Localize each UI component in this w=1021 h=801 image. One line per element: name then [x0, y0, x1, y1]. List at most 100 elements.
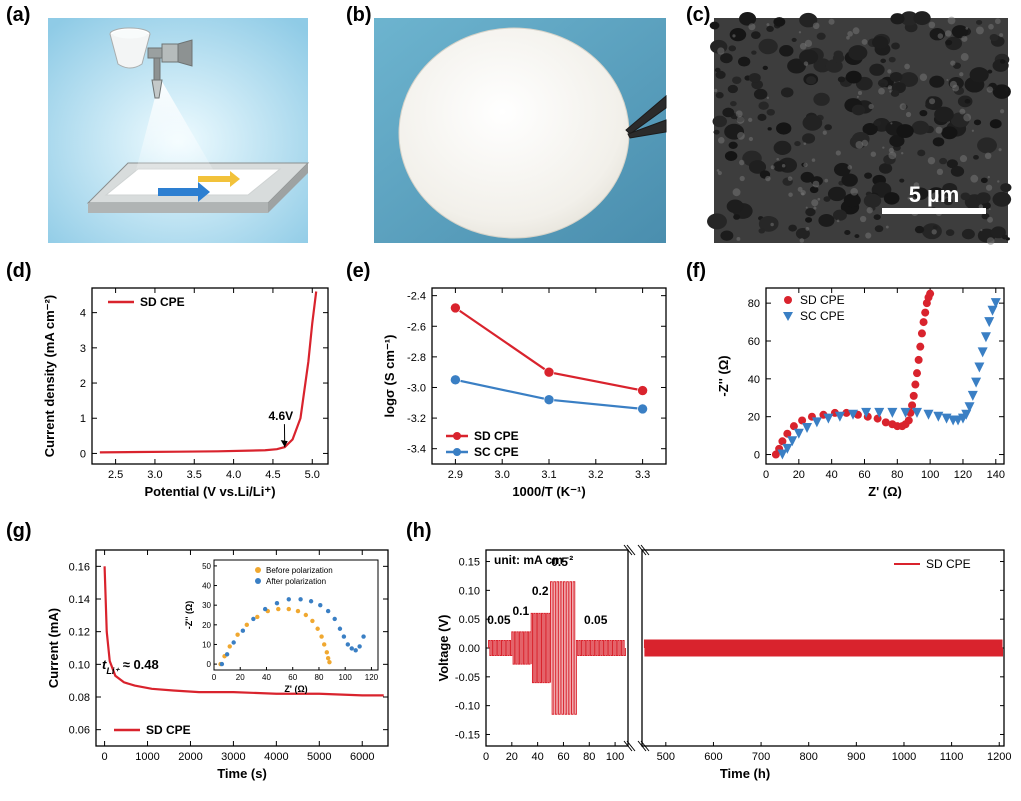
svg-text:100: 100 [921, 469, 939, 481]
svg-text:0.5: 0.5 [551, 555, 568, 569]
svg-text:0.14: 0.14 [69, 594, 90, 606]
svg-text:logσ (S cm⁻¹): logσ (S cm⁻¹) [382, 335, 397, 418]
svg-text:3.2: 3.2 [588, 469, 603, 481]
svg-text:60: 60 [557, 751, 569, 763]
svg-text:3.1: 3.1 [541, 469, 556, 481]
svg-text:80: 80 [891, 469, 903, 481]
svg-text:Voltage (V): Voltage (V) [436, 615, 451, 682]
svg-text:0.08: 0.08 [69, 692, 90, 704]
svg-text:0.2: 0.2 [532, 584, 549, 598]
svg-text:700: 700 [752, 751, 770, 763]
svg-text:3.5: 3.5 [187, 469, 202, 481]
svg-text:0.16: 0.16 [69, 561, 90, 573]
svg-text:1000: 1000 [892, 751, 916, 763]
svg-text:5000: 5000 [307, 751, 331, 763]
svg-text:40: 40 [262, 673, 271, 682]
svg-text:60: 60 [748, 336, 760, 348]
svg-text:3: 3 [80, 343, 86, 355]
chart-g: 01000200030004000500060000.060.080.100.1… [40, 540, 400, 792]
svg-text:1200: 1200 [987, 751, 1011, 763]
svg-text:80: 80 [315, 673, 324, 682]
svg-text:6000: 6000 [350, 751, 374, 763]
svg-text:2: 2 [80, 378, 86, 390]
svg-text:0: 0 [212, 673, 217, 682]
panel-c: 5 µm [714, 18, 1008, 243]
svg-text:-2.6: -2.6 [407, 321, 426, 333]
panel-e: 2.93.03.13.23.3-3.4-3.2-3.0-2.8-2.6-2.41… [378, 278, 678, 510]
panel-f: 020406080100120140020406080Z' (Ω)-Z'' (Ω… [716, 278, 1016, 510]
svg-text:40: 40 [532, 751, 544, 763]
svg-text:1000: 1000 [135, 751, 159, 763]
svg-text:Z' (Ω): Z' (Ω) [284, 684, 307, 694]
svg-text:0: 0 [483, 751, 489, 763]
svg-text:3000: 3000 [221, 751, 245, 763]
svg-text:0.10: 0.10 [69, 659, 90, 671]
svg-text:Time (h): Time (h) [720, 766, 770, 781]
svg-text:20: 20 [202, 621, 211, 630]
svg-text:-3.2: -3.2 [407, 413, 426, 425]
svg-text:Z' (Ω): Z' (Ω) [868, 484, 902, 499]
panel-a [48, 18, 308, 243]
svg-text:0.10: 0.10 [459, 585, 480, 597]
svg-text:-2.8: -2.8 [407, 352, 426, 364]
svg-text:4.5: 4.5 [265, 469, 280, 481]
svg-text:0: 0 [207, 660, 212, 669]
svg-text:0: 0 [754, 450, 760, 462]
sem-svg: 5 µm [714, 18, 1008, 243]
svg-text:-3.4: -3.4 [407, 444, 426, 456]
svg-text:Current (mA): Current (mA) [46, 608, 61, 688]
svg-text:40: 40 [826, 469, 838, 481]
scalebar [882, 208, 986, 214]
svg-text:900: 900 [847, 751, 865, 763]
svg-text:SC CPE: SC CPE [474, 445, 519, 459]
svg-text:0.15: 0.15 [459, 557, 480, 569]
svg-text:60: 60 [288, 673, 297, 682]
svg-text:20: 20 [236, 673, 245, 682]
panel-g: 01000200030004000500060000.060.080.100.1… [40, 540, 400, 792]
svg-text:20: 20 [748, 412, 760, 424]
svg-text:20: 20 [506, 751, 518, 763]
chart-d: 2.53.03.54.04.55.001234Potential (V vs.L… [40, 278, 340, 510]
svg-text:120: 120 [365, 673, 379, 682]
svg-text:0.12: 0.12 [69, 627, 90, 639]
svg-text:80: 80 [583, 751, 595, 763]
svg-text:140: 140 [987, 469, 1005, 481]
scalebar-text: 5 µm [909, 182, 960, 207]
svg-text:0: 0 [80, 448, 86, 460]
svg-text:0.05: 0.05 [487, 613, 511, 627]
svg-text:0.00: 0.00 [459, 643, 480, 655]
chart-f: 020406080100120140020406080Z' (Ω)-Z'' (Ω… [716, 278, 1016, 510]
svg-text:SD CPE: SD CPE [800, 293, 845, 307]
svg-text:SD CPE: SD CPE [474, 429, 519, 443]
svg-text:0.05: 0.05 [584, 613, 608, 627]
label-e: (e) [346, 260, 370, 283]
svg-text:0: 0 [102, 751, 108, 763]
svg-text:60: 60 [858, 469, 870, 481]
label-c: (c) [686, 4, 710, 27]
svg-text:3.0: 3.0 [147, 469, 162, 481]
membrane-photo [374, 18, 666, 243]
label-b: (b) [346, 4, 372, 27]
svg-text:4000: 4000 [264, 751, 288, 763]
svg-text:-3.0: -3.0 [407, 382, 426, 394]
svg-text:-Z'' (Ω): -Z'' (Ω) [716, 355, 731, 396]
figure-root: (a) (b) (c) (d) (e) (f) (g) (h) [0, 0, 1021, 801]
svg-text:3.0: 3.0 [495, 469, 510, 481]
svg-text:50: 50 [202, 562, 211, 571]
svg-text:SD CPE: SD CPE [926, 557, 971, 571]
label-f: (f) [686, 260, 706, 283]
svg-text:5.0: 5.0 [305, 469, 320, 481]
svg-text:-0.15: -0.15 [455, 729, 480, 741]
svg-text:0: 0 [763, 469, 769, 481]
svg-text:1000/T (K⁻¹): 1000/T (K⁻¹) [512, 484, 585, 499]
chart-e: 2.93.03.13.23.3-3.4-3.2-3.0-2.8-2.6-2.41… [378, 278, 678, 510]
svg-text:40: 40 [202, 582, 211, 591]
svg-text:-Z'' (Ω): -Z'' (Ω) [184, 601, 194, 630]
panel-h: -0.15-0.10-0.050.000.050.100.15020406080… [436, 540, 1016, 792]
svg-text:Current density (mA cm⁻²): Current density (mA cm⁻²) [42, 295, 57, 457]
label-d: (d) [6, 260, 32, 283]
panel-d: 2.53.03.54.04.55.001234Potential (V vs.L… [40, 278, 340, 510]
svg-text:100: 100 [606, 751, 624, 763]
svg-text:4: 4 [80, 308, 86, 320]
svg-text:3.3: 3.3 [635, 469, 650, 481]
